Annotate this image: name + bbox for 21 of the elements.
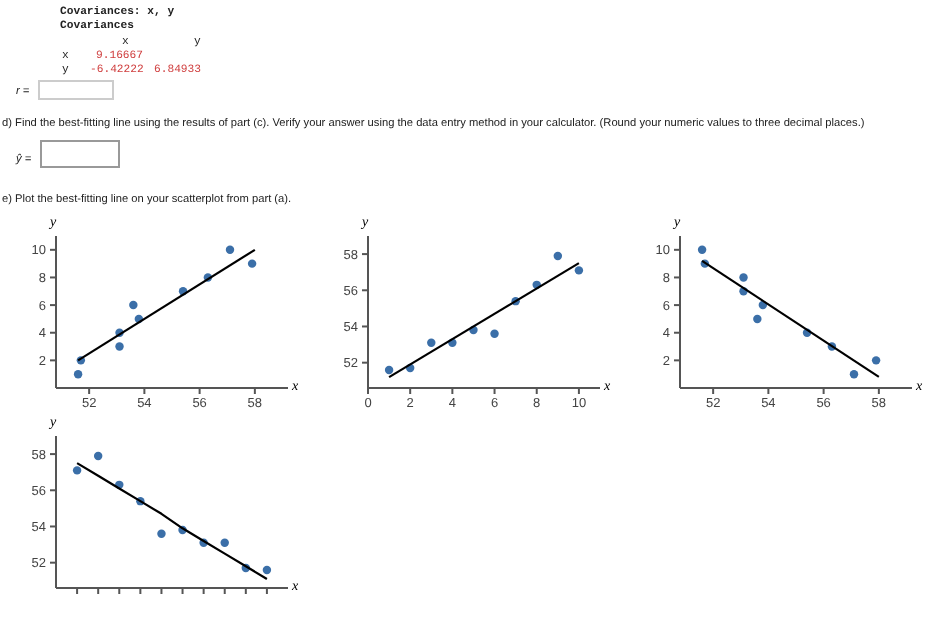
point: [384, 365, 394, 375]
point: [220, 538, 229, 547]
point: [871, 356, 881, 365]
line-series: [75, 462, 269, 581]
point: [157, 529, 166, 538]
point: [129, 300, 138, 310]
point: [115, 342, 124, 351]
point: [574, 266, 584, 275]
point: [753, 314, 762, 324]
point: [697, 245, 707, 255]
point: [93, 451, 103, 461]
point: [72, 466, 82, 475]
point: [739, 273, 748, 282]
point: [553, 251, 563, 261]
point: [490, 329, 499, 338]
point: [849, 369, 859, 379]
point: [262, 565, 272, 575]
point: [225, 245, 235, 255]
point: [247, 259, 257, 268]
point: [427, 338, 436, 347]
point: [73, 369, 83, 379]
